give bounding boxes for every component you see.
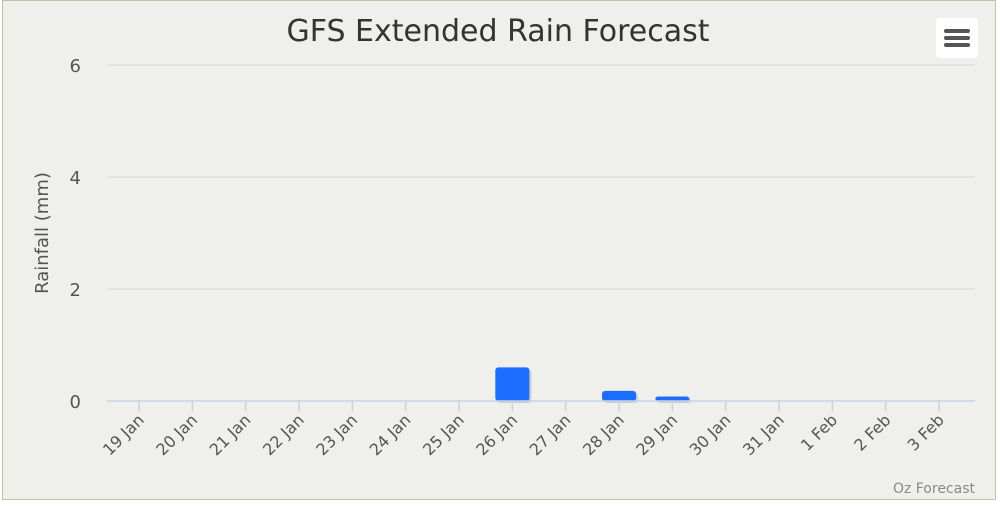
x-tick-label: 21 Jan [206, 410, 255, 459]
rain-forecast-chart: GFS Extended Rain Forecast Rainfall (mm)… [32, 14, 976, 497]
x-axis [107, 400, 975, 411]
bar-26-jan[interactable] [495, 367, 530, 401]
y-axis-label: Rainfall (mm) [32, 172, 53, 294]
hamburger-menu-icon-bar [944, 36, 970, 40]
hamburger-menu-icon-bar [944, 43, 970, 47]
x-tick-label: 19 Jan [99, 410, 148, 459]
y-tick-label: 2 [70, 280, 81, 301]
x-tick-label: 29 Jan [632, 410, 681, 459]
x-tick-label: 20 Jan [152, 410, 201, 459]
x-tick-labels: 19 Jan 20 Jan 21 Jan 22 Jan 23 Jan 24 Jan 25 J… [99, 410, 948, 459]
x-tick-label: 2 Feb [850, 410, 894, 454]
x-tick-label: 26 Jan [472, 410, 521, 459]
x-tick-label: 31 Jan [739, 410, 788, 459]
grid-lines [107, 64, 975, 290]
x-tick-label: 30 Jan [686, 410, 735, 459]
y-tick-labels: 0 2 4 6 [70, 56, 81, 413]
y-tick-label: 4 [70, 168, 81, 189]
hamburger-menu-icon [944, 29, 970, 33]
y-tick-label: 6 [70, 56, 81, 77]
chart-menu-button[interactable] [936, 18, 978, 58]
bar-29-jan[interactable] [655, 396, 690, 401]
x-tick-label: 27 Jan [526, 410, 575, 459]
chart-title: GFS Extended Rain Forecast [287, 14, 710, 49]
y-tick-label: 0 [70, 392, 81, 413]
x-tick-label: 25 Jan [419, 410, 468, 459]
x-tick-label: 1 Feb [797, 410, 841, 454]
x-tick-label: 23 Jan [312, 410, 361, 459]
x-tick-label: 28 Jan [579, 410, 628, 459]
chart-credit[interactable]: Oz Forecast [893, 481, 976, 497]
x-tick-label: 22 Jan [259, 410, 308, 459]
bars [495, 367, 692, 403]
x-tick-label: 24 Jan [366, 410, 415, 459]
x-tick-label: 3 Feb [904, 410, 948, 454]
bar-28-jan[interactable] [602, 390, 636, 401]
